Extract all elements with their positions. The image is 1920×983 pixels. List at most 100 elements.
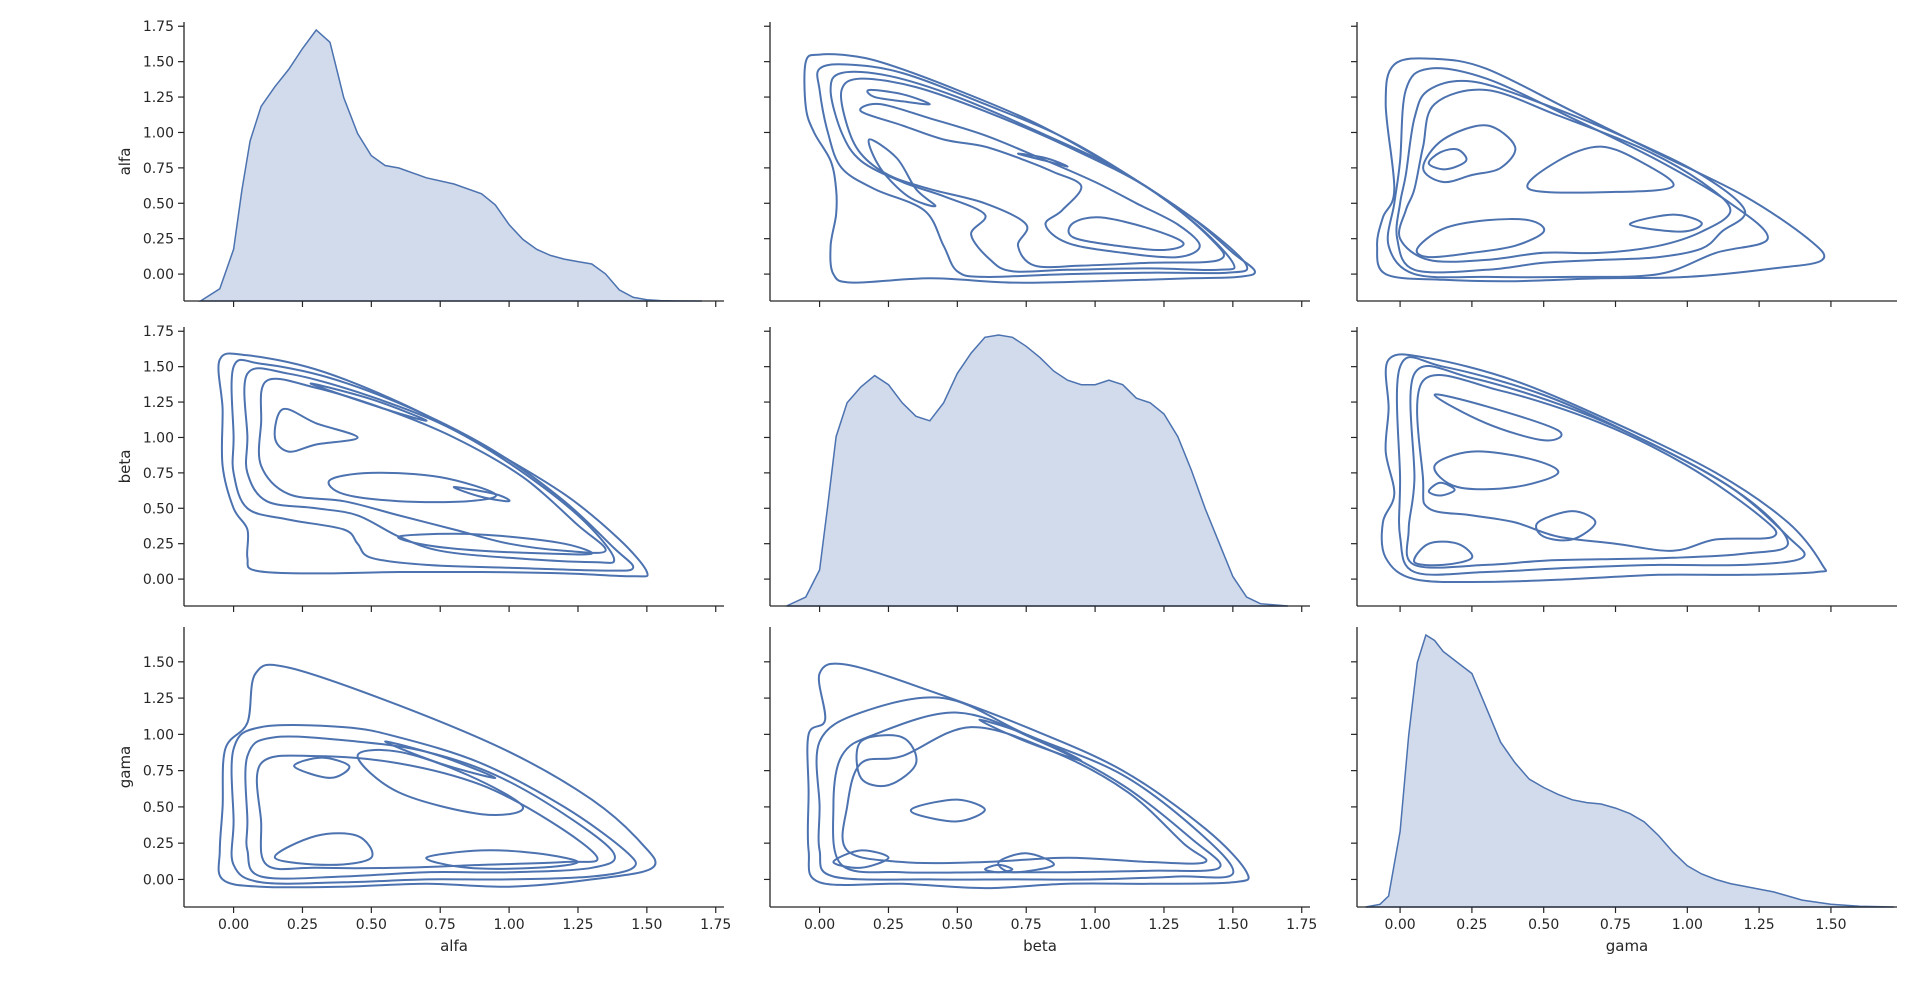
contour-level-4 bbox=[840, 77, 1225, 269]
x-tick-label: 1.00 bbox=[1672, 917, 1703, 933]
x-tick-label: 0.25 bbox=[287, 917, 318, 933]
contour-level-6 bbox=[356, 748, 524, 816]
contour-level-9 bbox=[1017, 152, 1069, 168]
contour-level-2 bbox=[230, 358, 635, 572]
contour-level-7 bbox=[293, 756, 351, 779]
contour-level-8 bbox=[832, 849, 890, 869]
panel-alfa-gama bbox=[1351, 22, 1897, 307]
contour-level-1 bbox=[806, 662, 1250, 890]
contour-level-1 bbox=[1376, 57, 1826, 283]
x-tick-label: 1.00 bbox=[494, 917, 525, 933]
x-tick-label: 1.00 bbox=[1080, 917, 1111, 933]
contour-level-9 bbox=[978, 718, 1083, 762]
contour-level-2 bbox=[230, 724, 637, 885]
x-tick-label: 0.75 bbox=[425, 917, 456, 933]
contour-level-5 bbox=[273, 407, 359, 453]
y-tick-label: 0.25 bbox=[143, 836, 174, 852]
x-tick-label: 1.25 bbox=[1744, 917, 1775, 933]
y-axis-label: beta bbox=[116, 450, 134, 484]
kde-area-beta bbox=[786, 334, 1289, 607]
x-tick-label: 0.50 bbox=[356, 917, 387, 933]
panel-gama-beta: 0.00 0.25 0.50 0.75 1.00 1.25 1.50 1.75 beta bbox=[764, 627, 1317, 955]
panel-grid: 0.00 0.25 0.50 0.75 1.00 1.25 1.50 1.75 alfa 0.00… bbox=[116, 19, 1897, 955]
contour-level-3 bbox=[1395, 79, 1747, 274]
kde-area-alfa bbox=[197, 28, 703, 302]
contour-level-9 bbox=[384, 740, 497, 779]
y-tick-label: 0.25 bbox=[143, 232, 174, 248]
contour-level-4 bbox=[255, 754, 599, 871]
x-tick-label: 0.25 bbox=[873, 917, 904, 933]
y-tick-label: 0.50 bbox=[143, 800, 174, 816]
contour-level-3 bbox=[243, 367, 616, 564]
panel-beta-alfa: 0.00 0.25 0.50 0.75 1.00 1.25 1.50 1.75 beta bbox=[116, 324, 724, 612]
contour-level-8 bbox=[1628, 213, 1703, 233]
panel-gama-gama: 0.00 0.25 0.50 0.75 1.00 1.25 1.50 gama bbox=[1351, 627, 1897, 955]
contour-level-2 bbox=[1395, 356, 1806, 576]
y-axis-label: gama bbox=[116, 746, 134, 789]
contour-level-8 bbox=[1413, 540, 1474, 567]
contour-level-6 bbox=[327, 471, 498, 504]
y-tick-label: 0.00 bbox=[143, 267, 174, 283]
contour-level-1 bbox=[217, 663, 657, 889]
y-tick-label: 0.25 bbox=[143, 537, 174, 553]
contour-level-4 bbox=[1416, 374, 1778, 552]
panel-alfa-alfa: 0.00 0.25 0.50 0.75 1.00 1.25 1.50 1.75 alfa bbox=[116, 19, 724, 307]
x-tick-label: 0.50 bbox=[942, 917, 973, 933]
x-tick-label: 0.75 bbox=[1011, 917, 1042, 933]
contour-level-7 bbox=[866, 88, 931, 106]
contour-level-5 bbox=[855, 734, 918, 788]
y-tick-label: 1.00 bbox=[143, 430, 174, 446]
y-tick-label: 1.00 bbox=[143, 727, 174, 743]
y-tick-label: 1.00 bbox=[143, 125, 174, 141]
contour-level-9 bbox=[452, 485, 511, 503]
contour-level-4 bbox=[841, 726, 1208, 865]
contour-level-4 bbox=[1398, 88, 1732, 263]
x-tick-label: 1.50 bbox=[1815, 917, 1846, 933]
panel-alfa-beta bbox=[764, 22, 1310, 307]
x-tick-label: 0.25 bbox=[1456, 917, 1487, 933]
contour-level-3 bbox=[244, 735, 616, 880]
contour-level-7 bbox=[397, 532, 593, 556]
x-tick-label: 0.50 bbox=[1528, 917, 1559, 933]
contour-level-7 bbox=[1526, 145, 1675, 194]
contour-level-7 bbox=[1535, 510, 1597, 542]
panel-beta-beta bbox=[764, 327, 1310, 612]
contour-level-10 bbox=[983, 863, 1014, 874]
y-tick-label: 1.75 bbox=[143, 19, 174, 35]
contour-level-8 bbox=[425, 849, 579, 870]
y-tick-label: 1.50 bbox=[143, 655, 174, 671]
x-tick-label: 0.75 bbox=[1600, 917, 1631, 933]
x-tick-label: 1.25 bbox=[562, 917, 593, 933]
contour-level-3 bbox=[829, 70, 1236, 273]
y-tick-label: 0.50 bbox=[143, 196, 174, 212]
contour-level-8 bbox=[309, 382, 428, 422]
contour-level-5 bbox=[1422, 124, 1517, 184]
x-tick-label: 1.75 bbox=[700, 917, 731, 933]
contour-level-5 bbox=[273, 832, 374, 866]
y-tick-label: 0.75 bbox=[143, 161, 174, 177]
contour-level-9 bbox=[1427, 147, 1468, 171]
contour-level-3 bbox=[1405, 364, 1789, 569]
x-tick-label: 1.75 bbox=[1286, 917, 1317, 933]
y-tick-label: 0.50 bbox=[143, 501, 174, 517]
x-axis-label: alfa bbox=[440, 937, 468, 955]
contour-level-1 bbox=[1380, 353, 1828, 584]
contour-level-6 bbox=[909, 798, 986, 823]
contour-level-2 bbox=[816, 63, 1249, 278]
x-axis-label: beta bbox=[1023, 937, 1057, 955]
contour-level-8 bbox=[1067, 216, 1185, 252]
contour-level-1 bbox=[803, 53, 1256, 284]
panel-beta-gama bbox=[1351, 327, 1897, 612]
y-tick-label: 0.75 bbox=[143, 466, 174, 482]
contour-level-6 bbox=[1415, 218, 1546, 259]
x-tick-label: 0.00 bbox=[218, 917, 249, 933]
y-tick-label: 1.25 bbox=[143, 691, 174, 707]
contour-level-4 bbox=[257, 377, 607, 554]
y-tick-label: 1.50 bbox=[143, 360, 174, 376]
kde-area-gama bbox=[1365, 633, 1895, 908]
y-tick-label: 1.75 bbox=[143, 324, 174, 340]
x-tick-label: 1.25 bbox=[1148, 917, 1179, 933]
contour-level-5 bbox=[859, 102, 1201, 259]
y-tick-label: 0.75 bbox=[143, 764, 174, 780]
